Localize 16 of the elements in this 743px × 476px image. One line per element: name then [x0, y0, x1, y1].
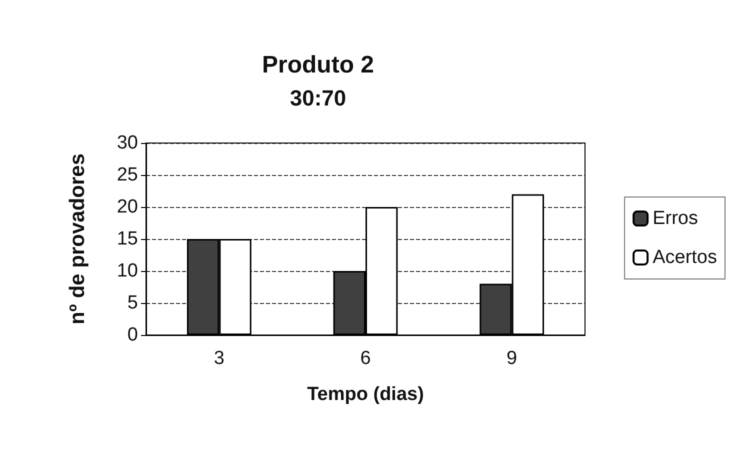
y-axis-title: nº de provadores — [66, 153, 89, 325]
x-tick-label: 3 — [214, 348, 224, 369]
y-tick-label: 25 — [116, 164, 138, 186]
y-tick-label: 5 — [127, 292, 138, 314]
y-tick-label: 20 — [116, 196, 138, 218]
chart-title: Produto 2 — [262, 52, 374, 78]
y-tick-label: 10 — [116, 260, 138, 282]
chart-subtitle: 30:70 — [290, 86, 346, 110]
y-tick-label: 0 — [127, 324, 138, 346]
x-tick-label: 9 — [506, 348, 518, 369]
y-tick-label: 15 — [116, 228, 138, 250]
legend-label: Erros — [652, 208, 698, 229]
x-axis-title: Tempo (dias) — [307, 384, 424, 405]
x-tick-label: 6 — [360, 348, 371, 369]
legend-label: Acertos — [652, 247, 718, 268]
y-tick-label: 30 — [116, 132, 138, 154]
